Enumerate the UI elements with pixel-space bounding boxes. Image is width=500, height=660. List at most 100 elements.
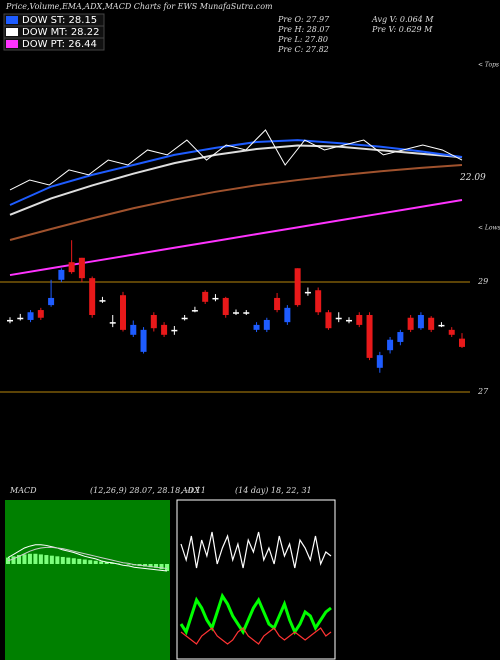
candle-body xyxy=(17,317,24,320)
info-text: Pre L: 27.80 xyxy=(277,35,328,44)
panel xyxy=(176,499,336,660)
legend-swatch xyxy=(6,40,18,48)
candle-body xyxy=(315,290,322,313)
candle-body xyxy=(417,315,424,329)
histogram-bar xyxy=(33,553,38,564)
candle-body xyxy=(284,307,291,323)
candle-body xyxy=(376,355,383,368)
histogram-bar xyxy=(148,564,153,568)
info-text: Pre O: 27.97 xyxy=(277,15,330,24)
candle-body xyxy=(68,262,75,273)
candle-body xyxy=(428,317,435,330)
candle-body xyxy=(459,338,465,347)
candle-body xyxy=(37,310,44,318)
info-text: Pre H: 28.07 xyxy=(277,25,331,34)
candle-body xyxy=(438,324,445,327)
panel-title: ADX xyxy=(181,486,200,495)
candle-body xyxy=(48,297,55,306)
candle-body xyxy=(346,319,352,322)
candle-body xyxy=(161,324,168,335)
y-tick-label: 29 xyxy=(477,277,488,286)
histogram-bar xyxy=(49,555,54,564)
histogram-bar xyxy=(60,556,65,564)
candle-body xyxy=(263,319,270,330)
info-text: Avg V: 0.064 M xyxy=(371,15,434,24)
series-line xyxy=(9,164,463,241)
candle-body xyxy=(171,329,178,332)
histogram-bar xyxy=(11,556,16,564)
panel-title: MACD xyxy=(9,486,37,495)
candle-body xyxy=(150,315,157,329)
candle-body xyxy=(99,300,106,302)
y2-tick-label: 22.09 xyxy=(459,173,486,183)
series-line xyxy=(180,627,332,645)
legend-box xyxy=(3,37,105,51)
candle-body xyxy=(222,297,229,315)
histogram-bar xyxy=(66,557,71,564)
candle-body xyxy=(387,339,394,351)
legend-swatch xyxy=(6,16,18,24)
candle-body xyxy=(130,324,137,335)
histogram-bar xyxy=(143,564,148,567)
panel-subtitle: (12,26,9) 28.07, 28.18, -0.11 xyxy=(90,486,206,495)
series-line xyxy=(9,199,463,277)
histogram-bar xyxy=(16,555,21,564)
series-line xyxy=(7,546,168,569)
candle-body xyxy=(212,297,219,300)
histogram-bar xyxy=(55,556,60,564)
histogram-bar xyxy=(99,561,104,564)
candle-body xyxy=(109,322,116,324)
histogram-bar xyxy=(6,557,10,564)
histogram-bar xyxy=(126,564,131,565)
histogram-bar xyxy=(77,558,82,564)
series-line xyxy=(179,592,332,636)
candle-body xyxy=(356,315,363,325)
histogram-bar xyxy=(154,564,159,568)
series-line xyxy=(9,129,463,191)
annotation: < Lows xyxy=(478,225,500,232)
candle-body xyxy=(366,315,373,358)
candle-body xyxy=(120,295,126,330)
y-tick-label: 27 xyxy=(477,387,489,396)
candle-body xyxy=(89,278,96,315)
info-text: Pre V: 0.629 M xyxy=(371,25,433,34)
series-line xyxy=(9,144,463,216)
histogram-bar xyxy=(110,562,115,564)
candle-body xyxy=(407,317,414,330)
candle-body xyxy=(274,297,281,311)
panel xyxy=(5,500,170,660)
legend-label: DOW MT: 28.22 xyxy=(22,27,99,38)
histogram-bar xyxy=(165,564,169,572)
legend-label: DOW PT: 26.44 xyxy=(22,39,97,50)
info-text: Pre C: 27.82 xyxy=(277,45,329,54)
candle-body xyxy=(27,312,34,320)
candle-body xyxy=(304,291,311,294)
candle-body xyxy=(7,319,13,322)
legend-swatch xyxy=(6,28,18,36)
annotation: < Tops xyxy=(478,62,499,69)
candle-body xyxy=(78,257,85,279)
candle-body xyxy=(448,329,455,335)
candle-body xyxy=(397,332,404,342)
candle-body xyxy=(335,317,342,320)
histogram-bar xyxy=(44,555,49,564)
candle-body xyxy=(140,329,147,352)
histogram-bar xyxy=(22,554,27,564)
panel-subtitle: (14 day) 18, 22, 31 xyxy=(235,486,312,495)
candle-body xyxy=(191,310,198,312)
candle-body xyxy=(243,312,250,314)
series-line xyxy=(180,531,332,569)
histogram-bar xyxy=(104,562,109,564)
histogram-bar xyxy=(27,553,32,564)
legend-label: DOW ST: 28.15 xyxy=(22,15,97,26)
histogram-bar xyxy=(38,554,43,564)
histogram-bar xyxy=(82,559,87,564)
candle-body xyxy=(233,312,239,314)
histogram-bar xyxy=(159,564,164,570)
chart-title: Price,Volume,EMA,ADX,MACD Charts for EWS… xyxy=(5,2,273,11)
candle-body xyxy=(294,268,301,306)
histogram-bar xyxy=(88,560,93,564)
series-line xyxy=(7,544,168,572)
